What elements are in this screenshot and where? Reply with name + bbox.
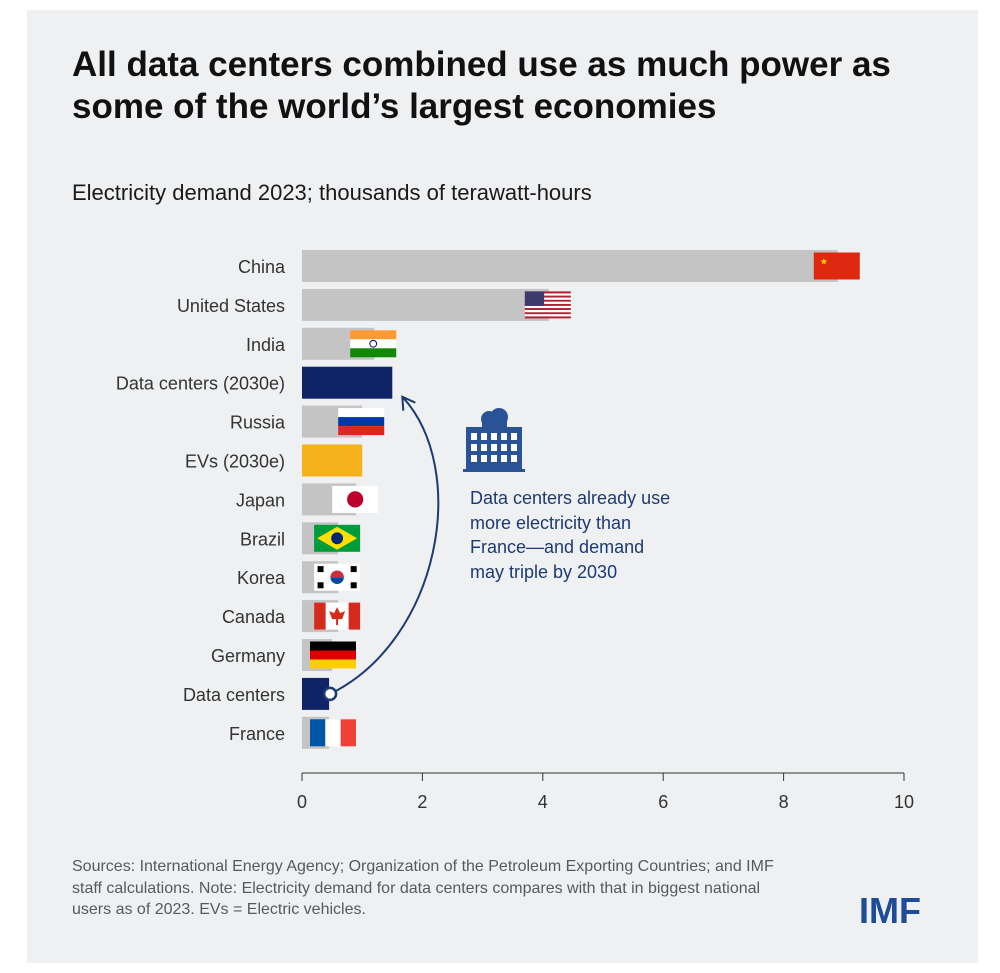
building-cloud-icon: [463, 408, 525, 472]
china-flag-icon: ★: [813, 252, 860, 280]
arrow-start-dot: [322, 686, 338, 702]
building-window: [511, 433, 517, 440]
building-window: [481, 433, 487, 440]
tick-label: 0: [297, 792, 307, 812]
svg-text:★: ★: [820, 258, 828, 268]
building-window: [471, 455, 477, 462]
germany-flag-icon: [310, 641, 356, 669]
category-label: Korea: [237, 568, 286, 588]
building-window: [491, 455, 497, 462]
bar: [302, 444, 363, 477]
india-flag-icon: [350, 330, 397, 358]
building-window: [481, 455, 487, 462]
bars-layer: ★: [302, 250, 860, 749]
arrow-head: [401, 395, 416, 411]
building-window: [491, 433, 497, 440]
category-label: Japan: [236, 490, 285, 510]
tick-label: 2: [417, 792, 427, 812]
arrow-curve: [329, 396, 440, 695]
category-label: Data centers (2030e): [116, 374, 285, 394]
chart-panel: [27, 10, 978, 963]
category-label: Russia: [230, 413, 286, 433]
imf-logo: IMF: [859, 890, 921, 931]
sources-note: Sources: International Energy Agency; Or…: [72, 858, 774, 918]
building-window: [501, 433, 507, 440]
korea-flag-icon: [314, 563, 361, 591]
x-axis: 0 2 4 6 8 10: [297, 772, 914, 812]
building-window: [511, 444, 517, 451]
tick-label: 6: [658, 792, 668, 812]
us-flag-icon: [524, 291, 571, 319]
chart-subtitle: Electricity demand 2023; thousands of te…: [72, 180, 592, 205]
callout-text: Data centers already use more electricit…: [470, 488, 671, 582]
category-label: China: [238, 257, 286, 277]
tick-label: 10: [894, 792, 914, 812]
russia-flag-icon: [338, 408, 385, 436]
category-label: EVs (2030e): [185, 452, 285, 472]
category-label: France: [229, 724, 285, 744]
france-flag-icon: [310, 719, 356, 747]
tick-label: 8: [779, 792, 789, 812]
building-ground: [463, 469, 525, 472]
building-window: [481, 444, 487, 451]
building-window: [501, 444, 507, 451]
category-label: Brazil: [240, 529, 285, 549]
category-label: Canada: [222, 607, 286, 627]
bar: [302, 250, 838, 282]
category-label: India: [246, 335, 286, 355]
annotation-arrow: [322, 395, 440, 702]
japan-flag-icon: [332, 485, 379, 513]
cloud-part: [482, 419, 507, 427]
building-window: [491, 444, 497, 451]
bar: [302, 366, 393, 399]
building-window: [471, 444, 477, 451]
category-label: Data centers: [183, 685, 285, 705]
category-label: United States: [177, 296, 285, 316]
category-label: Germany: [211, 646, 285, 666]
bar: [302, 288, 549, 321]
category-labels: China United States India Data centers (203…: [116, 257, 286, 744]
building-window: [471, 433, 477, 440]
building-window: [511, 455, 517, 462]
canada-flag-icon: [314, 602, 361, 630]
building-window: [501, 455, 507, 462]
chart-title: All data centers combined use as much po…: [72, 45, 891, 126]
brazil-flag-icon: [314, 524, 361, 552]
tick-label: 4: [538, 792, 548, 812]
